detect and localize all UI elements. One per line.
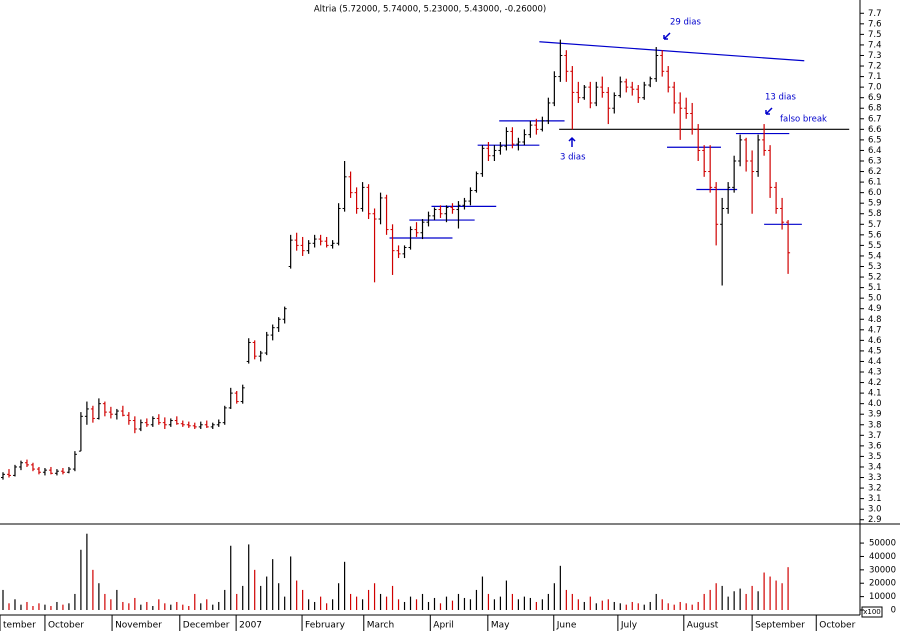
y-tick-label: 7.7 <box>868 9 882 19</box>
annotations: 29 dias 3 dias 13 dias falso break <box>560 18 827 163</box>
y-tick-label: 3.2 <box>868 484 882 494</box>
y-tick-label: 6.0 <box>868 188 882 198</box>
y-tick-label: 3.6 <box>868 441 882 451</box>
y-tick-label: 6.1 <box>868 178 882 188</box>
y-tick-label: 7.5 <box>868 30 882 40</box>
y-tick-label: 4.2 <box>868 378 882 388</box>
y-tick-label: 5.2 <box>868 273 882 283</box>
y2-tick-label: 40000 <box>869 552 896 562</box>
y-tick-label: 4.6 <box>868 336 882 346</box>
arrow <box>765 107 773 115</box>
y-tick-label: 3.7 <box>868 431 882 441</box>
y-tick-label: 5.4 <box>868 251 882 261</box>
y2-tick-label: 50000 <box>869 539 896 549</box>
volume-unit: x100 <box>863 608 881 616</box>
x-tick-label: December <box>183 621 230 631</box>
x-tick-label: October <box>819 621 855 631</box>
y-tick-label: 6.4 <box>868 146 882 156</box>
y-tick-label: 6.7 <box>868 114 882 124</box>
y2-tick-label: 0 <box>891 606 896 616</box>
y-tick-label: 6.2 <box>868 167 882 177</box>
y-tick-label: 4.9 <box>868 304 882 314</box>
unit-box <box>861 606 883 618</box>
x-tick-label: October <box>48 621 84 631</box>
x-tick-label: March <box>367 621 394 631</box>
x-tick-label: tember <box>3 621 36 631</box>
arrow <box>663 32 671 40</box>
y-tick-label: 3.3 <box>868 473 882 483</box>
y2-tick-label: 20000 <box>869 579 896 589</box>
x-tick-label: November <box>115 621 162 631</box>
y-tick-label: 3.5 <box>868 452 882 462</box>
y-tick-label: 4.1 <box>868 389 882 399</box>
y-tick-label: 6.5 <box>868 135 882 145</box>
annotation: falso break <box>780 115 827 125</box>
x-tick-label: August <box>687 621 719 631</box>
y-tick-label: 7.4 <box>868 40 882 50</box>
y-tick-label: 5.0 <box>868 294 882 304</box>
y-tick-label: 7.6 <box>868 19 882 29</box>
y-tick-label: 5.9 <box>868 199 882 209</box>
x-tick-label: September <box>755 621 805 631</box>
x-tick-label: February <box>305 621 346 631</box>
y-tick-label: 4.4 <box>868 357 882 367</box>
y-tick-label: 7.3 <box>868 51 882 61</box>
y-tick-label: 6.8 <box>868 104 882 114</box>
x-tick-label: June <box>556 621 577 631</box>
y-tick-label: 4.3 <box>868 368 882 378</box>
y-tick-label: 6.9 <box>868 93 882 103</box>
annotation: 13 dias <box>765 93 796 103</box>
x-tick-label: July <box>620 621 638 631</box>
y-tick-label: 4.0 <box>868 399 882 409</box>
y-tick-label: 5.7 <box>868 220 882 230</box>
y-tick-label: 3.8 <box>868 420 882 430</box>
y-tick-label: 4.8 <box>868 315 882 325</box>
y-tick-label: 4.7 <box>868 325 882 335</box>
y-tick-label: 3.0 <box>868 505 882 515</box>
x-tick-label: 2007 <box>239 621 262 631</box>
y-tick-label: 7.2 <box>868 62 882 72</box>
y-tick-label: 2.9 <box>868 515 882 525</box>
trend-line <box>539 41 805 62</box>
y-tick-label: 7.1 <box>868 72 882 82</box>
y-tick-label: 3.4 <box>868 462 882 472</box>
chart-title: Altria (5.72000, 5.74000, 5.23000, 5.430… <box>314 5 546 15</box>
y-tick-label: 3.1 <box>868 494 882 504</box>
y-tick-label: 4.5 <box>868 346 882 356</box>
y-tick-label: 6.6 <box>868 125 882 135</box>
y-tick-label: 5.8 <box>868 209 882 219</box>
annotation: 3 dias <box>560 153 586 163</box>
y-tick-label: 7.0 <box>868 83 882 93</box>
y2-tick-label: 30000 <box>869 565 896 575</box>
y2-tick-label: 10000 <box>869 592 896 602</box>
y-tick-label: 6.3 <box>868 156 882 166</box>
y-tick-label: 3.9 <box>868 410 882 420</box>
annotation: 29 dias <box>670 18 701 28</box>
x-tick-label: May <box>491 621 510 631</box>
y-tick-label: 5.5 <box>868 241 882 251</box>
y-tick-label: 5.1 <box>868 283 882 293</box>
y-tick-label: 5.6 <box>868 230 882 240</box>
x-tick-label: April <box>433 621 454 631</box>
arrow <box>568 136 576 147</box>
y-tick-label: 5.3 <box>868 262 882 272</box>
